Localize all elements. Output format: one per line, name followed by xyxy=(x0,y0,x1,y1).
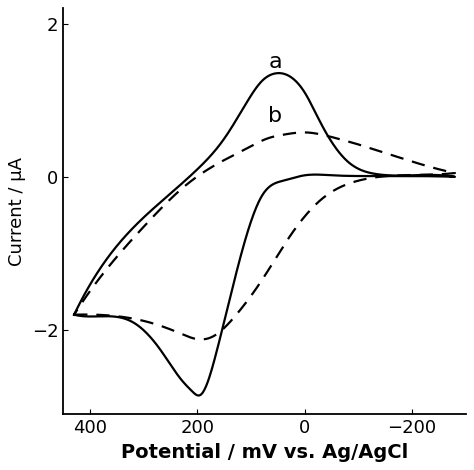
X-axis label: Potential / mV vs. Ag/AgCl: Potential / mV vs. Ag/AgCl xyxy=(121,443,408,462)
Text: a: a xyxy=(268,52,282,72)
Y-axis label: Current / μA: Current / μA xyxy=(9,157,27,266)
Text: b: b xyxy=(268,106,283,125)
